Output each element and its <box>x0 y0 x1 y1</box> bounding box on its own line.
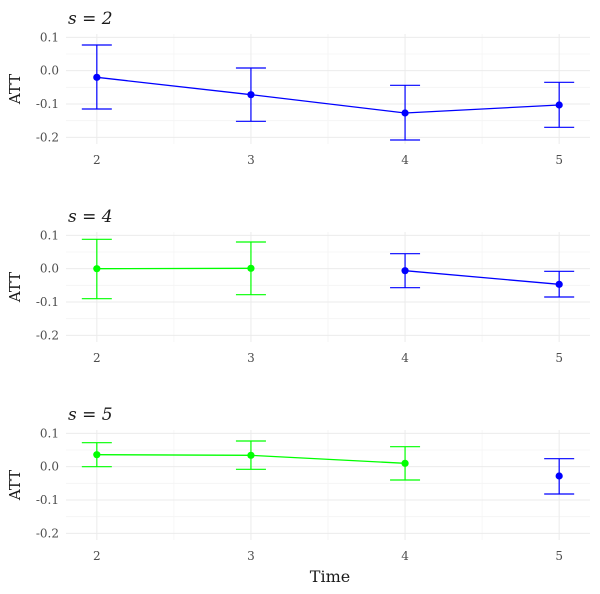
y-tick-label: 0.0 <box>40 262 59 276</box>
x-axis-label: Time <box>310 567 350 586</box>
y-axis-label: ATT <box>6 74 24 105</box>
data-point <box>93 265 101 273</box>
y-tick-label: 0.0 <box>40 64 59 78</box>
data-point <box>247 91 255 99</box>
y-tick-label: -0.2 <box>36 130 59 144</box>
x-tick-label: 5 <box>555 351 563 365</box>
data-point <box>247 264 255 272</box>
series-line-segment <box>96 454 251 456</box>
x-tick-label: 3 <box>247 351 255 365</box>
series-line-segment <box>405 270 560 285</box>
series-line-segment <box>405 104 560 114</box>
panel-title: s = 5 <box>68 405 113 425</box>
x-tick-label: 2 <box>93 351 101 365</box>
series-line-segment <box>96 76 252 96</box>
y-axis-label: ATT <box>6 470 24 501</box>
x-tick-label: 3 <box>247 549 255 563</box>
data-point <box>555 280 563 288</box>
x-tick-label: 3 <box>247 153 255 167</box>
x-tick-label: 4 <box>401 549 409 563</box>
y-tick-label: -0.1 <box>36 97 59 111</box>
x-tick-label: 2 <box>93 153 101 167</box>
data-point <box>401 109 409 117</box>
y-tick-label: 0.1 <box>40 228 59 242</box>
series-line-segment <box>250 454 406 464</box>
x-tick-label: 2 <box>93 549 101 563</box>
x-tick-label: 4 <box>401 153 409 167</box>
x-tick-label: 5 <box>555 549 563 563</box>
panel-s2: -0.2 -0.1 0.0 0.1 2 3 4 5 s = 2 ATT <box>6 9 590 167</box>
data-point <box>555 101 563 109</box>
data-point <box>93 451 101 459</box>
panel-title: s = 2 <box>68 9 113 29</box>
y-axis-label: ATT <box>6 272 24 303</box>
data-point <box>93 73 101 81</box>
y-tick-label: 0.1 <box>40 30 59 44</box>
y-tick-label: -0.1 <box>36 295 59 309</box>
data-point <box>247 451 255 459</box>
data-point <box>401 267 409 275</box>
panel-s5: -0.2 -0.1 0.0 0.1 2 3 4 5 s = 5 ATT <box>6 405 590 563</box>
y-tick-label: -0.2 <box>36 526 59 540</box>
data-point <box>401 459 409 467</box>
x-tick-label: 5 <box>555 153 563 167</box>
series-line-segment <box>250 94 406 114</box>
y-tick-label: 0.0 <box>40 460 59 474</box>
data-point <box>555 472 563 480</box>
panel-s4: -0.2 -0.1 0.0 0.1 2 3 4 5 s = 4 ATT <box>6 207 590 365</box>
y-tick-label: -0.1 <box>36 493 59 507</box>
y-tick-label: 0.1 <box>40 426 59 440</box>
panel-title: s = 4 <box>68 207 113 227</box>
y-tick-label: -0.2 <box>36 328 59 342</box>
x-tick-label: 4 <box>401 351 409 365</box>
